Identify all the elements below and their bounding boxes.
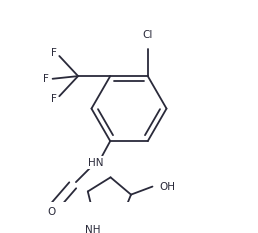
Text: Cl: Cl: [143, 30, 153, 40]
Text: HN: HN: [88, 158, 103, 168]
Text: NH: NH: [85, 225, 101, 233]
Text: F: F: [51, 94, 57, 104]
Text: F: F: [43, 74, 49, 84]
Text: F: F: [51, 48, 57, 58]
Text: OH: OH: [159, 182, 175, 192]
Text: O: O: [47, 207, 55, 217]
